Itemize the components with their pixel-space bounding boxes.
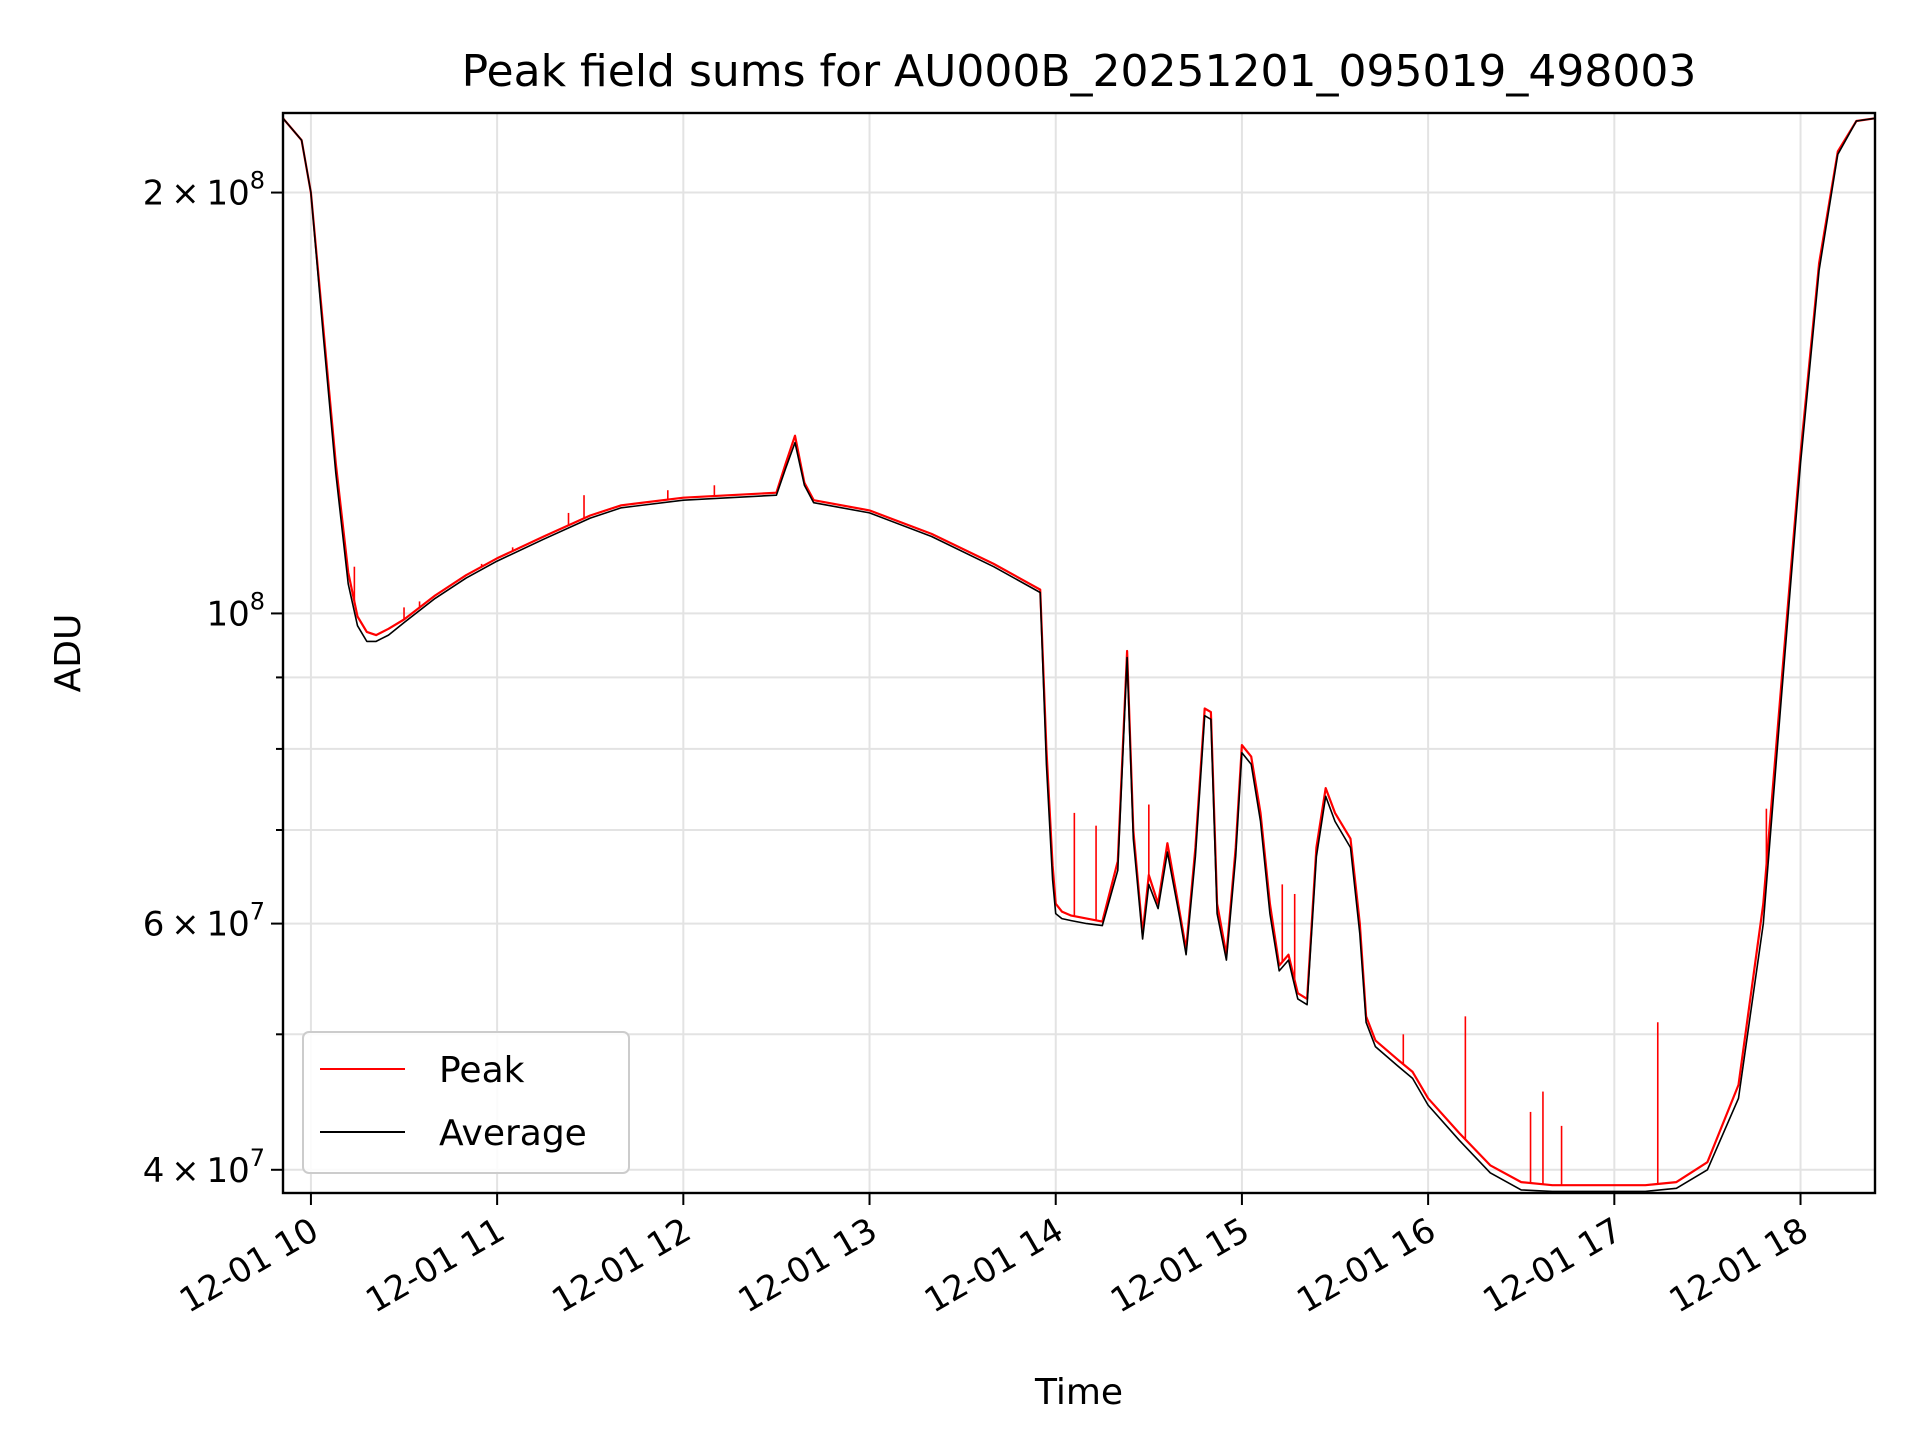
series-line-peak bbox=[282, 117, 1876, 1187]
legend-label-peak: Peak bbox=[439, 1050, 525, 1091]
legend-label-average: Average bbox=[439, 1113, 587, 1154]
y-tick-label: 6 × 107 bbox=[143, 898, 265, 945]
chart-title: Peak field sums for AU000B_20251201_0950… bbox=[462, 46, 1697, 97]
y-tick-label: 2 × 108 bbox=[143, 167, 265, 214]
x-axis-label: Time bbox=[1034, 1372, 1123, 1413]
series-line-average bbox=[282, 117, 1876, 1193]
y-axis-label: ADU bbox=[48, 614, 89, 693]
plot-frame bbox=[281, 111, 1877, 1195]
y-tick-mantissa: 6 × 10 bbox=[143, 905, 250, 945]
y-tick-mantissa: 4 × 10 bbox=[143, 1151, 250, 1191]
y-tick-exponent: 8 bbox=[250, 587, 265, 615]
x-grid bbox=[309, 113, 1802, 1193]
y-tick-mantissa: 2 × 10 bbox=[143, 174, 250, 214]
y-tick-exponent: 8 bbox=[250, 167, 265, 195]
y-tick-mantissa: 10 bbox=[206, 594, 249, 634]
y-tick-exponent: 7 bbox=[250, 1144, 265, 1172]
series-layer bbox=[282, 117, 1876, 1193]
y-tick-exponent: 7 bbox=[250, 898, 265, 926]
y-tick-label: 108 bbox=[206, 587, 265, 634]
y-tick-label: 4 × 107 bbox=[143, 1144, 265, 1191]
legend-box bbox=[302, 1031, 630, 1174]
legend: Peak Average bbox=[302, 1031, 630, 1174]
